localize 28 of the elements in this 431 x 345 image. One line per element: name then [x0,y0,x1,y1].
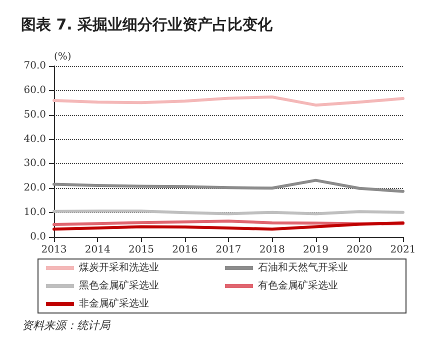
x-tick-label: 2015 [128,244,154,256]
legend-label: 黑色金属矿采选业 [79,280,159,292]
legend-label: 石油和天然气开采业 [258,262,348,274]
x-tick-label: 2018 [259,244,285,256]
text: 资料来源：统计局 [22,319,111,332]
y-tick-label: 40.0 [24,134,46,145]
y-tick-label: 60.0 [24,84,46,96]
chart-title: 图表 7. 采掘业细分行业资产占比变化 [21,16,274,34]
x-tick-label: 2014 [84,244,110,256]
line-series [52,96,404,107]
x-tick-label: 2013 [41,244,67,256]
line-series [52,221,404,231]
line-series [52,178,404,193]
y-axis-title: (%) [54,52,72,62]
y-tick-label: 20.0 [24,182,46,194]
x-tick-label: 2019 [303,244,328,256]
y-tick-label: 70.0 [24,60,46,72]
legend-label: 非金属矿采选业 [79,298,149,310]
y-tick-label: 0.0 [30,232,46,242]
y-tick-label: 30.0 [24,158,46,170]
x-tick-label: 2020 [346,244,372,256]
y-tick-label: 10.0 [24,207,46,218]
x-tick-label: 2017 [216,244,242,256]
y-tick-label: 50.0 [24,109,46,120]
x-tick-label: 2016 [172,244,198,256]
x-tick-label: 2021 [390,244,416,256]
legend-label: 煤炭开采和洗选业 [79,262,159,274]
legend-label: 有色金属矿采选业 [258,280,338,292]
